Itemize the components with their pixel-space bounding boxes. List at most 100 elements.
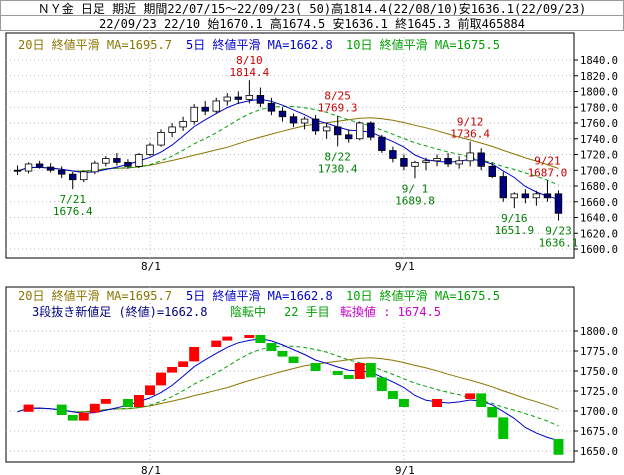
candle xyxy=(146,142,154,157)
chart-header-last-bar: 22/09/23 22/10 始1670.1 高1674.5 安1636.1 終… xyxy=(0,15,624,31)
candle xyxy=(532,190,541,206)
candle xyxy=(389,146,397,163)
annotation-value: 1689.8 xyxy=(395,194,435,207)
candle xyxy=(124,159,132,169)
top-ytick-label: 1840.0 xyxy=(580,55,618,67)
legend-ma10: 10日 終値平滑 MA=1675.5 xyxy=(346,37,500,52)
candle xyxy=(13,165,22,175)
brick-up xyxy=(133,395,144,407)
candle xyxy=(367,121,375,141)
candle-body xyxy=(411,161,419,167)
candle xyxy=(444,152,452,168)
annotation-date: 9/21 xyxy=(534,154,561,167)
candle-body xyxy=(135,154,143,167)
annotation-date: 9/ 1 xyxy=(402,182,429,195)
bottom-ytick-label: 1700.0 xyxy=(580,406,618,418)
candle-body xyxy=(444,158,452,165)
legend-ma10-bottom: 10日 終値平滑 MA=1675.5 xyxy=(346,288,500,303)
candle xyxy=(245,80,254,104)
candle-body xyxy=(367,122,375,138)
annotation-value: 1636.1 xyxy=(539,237,579,250)
break-info-prefix: 3段抜き新値足 (終値)=1662.8 xyxy=(32,304,207,319)
candle-body xyxy=(245,95,254,100)
legend-ma5: 5日 終値平滑 MA=1662.8 xyxy=(186,37,333,52)
brick-down xyxy=(122,399,133,407)
candle-body xyxy=(510,193,519,199)
candle-body xyxy=(356,122,364,140)
brick-down xyxy=(56,404,67,415)
annotation-value: 1814.4 xyxy=(229,66,269,79)
candle-body xyxy=(234,96,243,100)
candle xyxy=(554,190,563,221)
candle xyxy=(322,123,331,139)
brick-up xyxy=(78,412,89,421)
brick-down xyxy=(288,356,299,363)
candle-body xyxy=(322,126,331,132)
break-info-reversal: 転換値 : 1674.5 xyxy=(340,304,441,319)
bottom-xtick-label: 9/1 xyxy=(395,464,415,475)
candle-body xyxy=(300,118,309,124)
candle xyxy=(477,148,485,171)
candle-body xyxy=(179,121,187,128)
candle-body xyxy=(466,152,474,162)
brick-down xyxy=(487,407,498,418)
brick-up xyxy=(222,336,233,341)
annotation-date: 7/21 xyxy=(59,193,86,206)
bottom-xtick-label: 8/1 xyxy=(141,464,161,475)
candle-body xyxy=(311,118,320,132)
candle-body xyxy=(532,193,541,199)
candle-body xyxy=(389,150,397,159)
candle xyxy=(267,97,276,116)
candle xyxy=(190,104,198,125)
brick-down xyxy=(476,393,487,407)
top-ytick-label: 1600.0 xyxy=(580,244,618,256)
top-ytick-label: 1700.0 xyxy=(580,165,618,177)
candle xyxy=(521,189,530,204)
candle-body xyxy=(168,126,176,133)
candle-body xyxy=(378,136,386,151)
legend-ma5-bottom: 5日 終値平滑 MA=1662.8 xyxy=(186,288,333,303)
brick-down xyxy=(343,375,354,379)
candle-body xyxy=(69,173,77,181)
break-info-status: 陰転中 xyxy=(230,304,266,319)
top-ytick-label: 1720.0 xyxy=(580,150,618,162)
candle-body xyxy=(400,158,408,167)
top-ytick-label: 1620.0 xyxy=(580,228,618,240)
top-ytick-label: 1740.0 xyxy=(580,134,618,146)
annotation-date: 9/16 xyxy=(501,212,528,225)
candle xyxy=(69,171,77,190)
brick-up xyxy=(211,340,222,347)
candle xyxy=(345,129,353,143)
brick-down xyxy=(387,391,398,399)
candle xyxy=(300,116,309,130)
brick-down xyxy=(553,439,564,455)
candle-body xyxy=(554,193,563,214)
candle xyxy=(46,163,55,173)
bottom-plot-area xyxy=(5,286,575,463)
candle-body xyxy=(124,161,132,167)
candle-body xyxy=(201,106,209,112)
top-xtick-label: 8/1 xyxy=(141,260,161,273)
brick-up xyxy=(244,335,255,338)
top-ytick-label: 1760.0 xyxy=(580,118,618,130)
annotation-value: 1687.0 xyxy=(528,166,568,179)
brick-down xyxy=(255,335,266,343)
candle xyxy=(488,162,496,179)
candle-body xyxy=(543,193,552,199)
candle-body xyxy=(212,100,220,112)
candle xyxy=(168,123,176,138)
candle xyxy=(256,87,265,108)
candle xyxy=(455,156,463,169)
candle xyxy=(543,180,552,202)
brick-up xyxy=(100,399,111,404)
annotation-date: 8/22 xyxy=(324,150,351,163)
top-ytick-label: 1660.0 xyxy=(580,197,618,209)
bottom-ytick-label: 1800.0 xyxy=(580,326,618,338)
brick-up xyxy=(167,367,178,373)
candle xyxy=(135,152,143,168)
